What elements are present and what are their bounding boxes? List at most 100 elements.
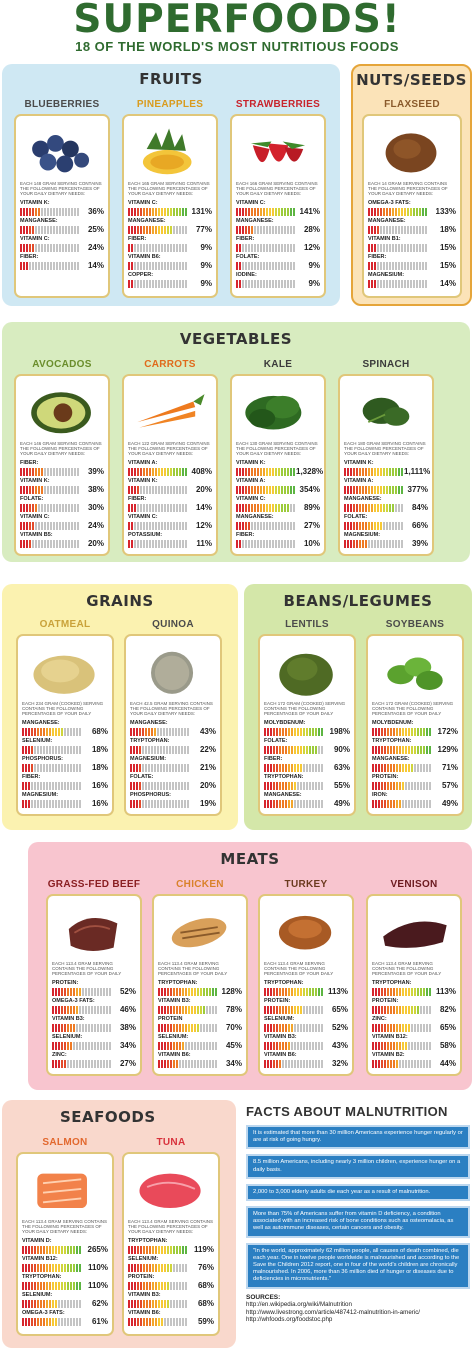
- nutrient-percent: 62%: [91, 1299, 108, 1308]
- bar-segment: [128, 1263, 130, 1272]
- bar-segment: [61, 727, 63, 736]
- nutrient-row: PROTEIN: 68%: [128, 1274, 214, 1290]
- nutrient-row: SELENIUM: 52%: [264, 1016, 348, 1032]
- bar-segment: [197, 1041, 199, 1050]
- bar-segment: [372, 745, 374, 754]
- nutrient-name: VITAMIN C:: [236, 200, 266, 206]
- bar-segment: [413, 207, 415, 216]
- bar-segment: [353, 521, 355, 530]
- bar-segment: [47, 521, 49, 530]
- bar-segment: [163, 727, 165, 736]
- bar-segment: [130, 727, 132, 736]
- nutrient-name: VITAMIN B12:: [372, 1034, 408, 1040]
- bar-segment: [395, 279, 397, 288]
- bar-segment: [276, 781, 278, 790]
- bar-segment: [267, 1041, 269, 1050]
- bar-segment: [411, 763, 413, 772]
- bar-segment: [173, 467, 175, 476]
- bar-segment: [392, 207, 394, 216]
- bar-segment: [257, 225, 259, 234]
- bar-segment: [206, 1023, 208, 1032]
- bar-segment: [49, 799, 51, 808]
- bar-segment: [128, 1245, 130, 1254]
- bar-segment: [273, 987, 275, 996]
- bar-segment: [152, 1299, 154, 1308]
- bar-segment: [368, 521, 370, 530]
- bar-segment: [387, 745, 389, 754]
- source-link[interactable]: http://en.wikipedia.org/wiki/Malnutritio…: [246, 1301, 352, 1309]
- bar-segment: [137, 1245, 139, 1254]
- bar-segment: [242, 467, 244, 476]
- nutrient-percent: 46%: [119, 1005, 136, 1014]
- bar-segment: [173, 1317, 175, 1326]
- bar-segment: [173, 485, 175, 494]
- bar-segment: [175, 763, 177, 772]
- food-name: BLUEBERRIES: [24, 99, 100, 110]
- bar-segment: [393, 987, 395, 996]
- page-title: SUPERFOODS!: [73, 0, 401, 42]
- bar-segment: [142, 781, 144, 790]
- bar-segment: [157, 745, 159, 754]
- bar-segment: [64, 987, 66, 996]
- nutrient-bar: [372, 1023, 432, 1032]
- nutrient-percent: 34%: [119, 1041, 136, 1050]
- nutrient-bar: [236, 261, 296, 270]
- nutrient-bar: [264, 799, 324, 808]
- bar-segment: [34, 1263, 36, 1272]
- bar-segment: [279, 727, 281, 736]
- bar-segment: [158, 225, 160, 234]
- bar-segment: [155, 261, 157, 270]
- bar-segment: [137, 1299, 139, 1308]
- nutrient-row: MAGNESIUM: 21%: [130, 756, 216, 772]
- bar-segment: [40, 1245, 42, 1254]
- food-name: FLAXSEED: [384, 99, 440, 110]
- bar-segment: [161, 1059, 163, 1068]
- bar-segment: [294, 987, 296, 996]
- bar-segment: [71, 467, 73, 476]
- bar-segment: [166, 781, 168, 790]
- bar-segment: [164, 521, 166, 530]
- bar-segment: [77, 225, 79, 234]
- bar-segment: [399, 799, 401, 808]
- nutrient-bar: [128, 207, 188, 216]
- bar-segment: [145, 727, 147, 736]
- nutrient-bar: [128, 485, 188, 494]
- bar-segment: [47, 243, 49, 252]
- bar-segment: [149, 485, 151, 494]
- bar-segment: [426, 1023, 428, 1032]
- bar-segment: [303, 763, 305, 772]
- bar-segment: [20, 521, 22, 530]
- bar-segment: [136, 727, 138, 736]
- bar-segment: [38, 467, 40, 476]
- bar-segment: [181, 727, 183, 736]
- bar-segment: [399, 727, 401, 736]
- nutrition-card: EACH 14 GRAM SERVING CONTAINS THE FOLLOW…: [362, 114, 462, 298]
- nutrient-bar: [236, 243, 296, 252]
- source-link[interactable]: http://whfoods.org/foodstoc.php: [246, 1316, 333, 1324]
- bar-segment: [130, 763, 132, 772]
- bar-segment: [393, 1059, 395, 1068]
- bar-segment: [47, 539, 49, 548]
- bar-segment: [282, 745, 284, 754]
- nutrient-bar: [128, 1281, 188, 1290]
- bar-segment: [158, 1059, 160, 1068]
- serving-note: EACH 113.4 GRAM SERVING CONTAINS THE FOL…: [372, 961, 442, 977]
- nutrient-name: MAGNESIUM:: [344, 532, 381, 538]
- bar-segment: [288, 745, 290, 754]
- bar-segment: [187, 799, 189, 808]
- bar-segment: [381, 727, 383, 736]
- bar-segment: [260, 225, 262, 234]
- bar-segment: [417, 1041, 419, 1050]
- nutrient-bar: [264, 781, 324, 790]
- bar-segment: [161, 1299, 163, 1308]
- bar-segment: [321, 1059, 323, 1068]
- nutrient-row: MAGNESIUM: 14%: [368, 272, 456, 288]
- bar-segment: [383, 521, 385, 530]
- bar-segment: [185, 1005, 187, 1014]
- food-chicken: CHICKEN EACH 113.4 GRAM SERVING CONTAINS …: [152, 878, 248, 1076]
- bar-segment: [416, 279, 418, 288]
- bar-segment: [31, 1281, 33, 1290]
- bar-segment: [25, 1245, 27, 1254]
- bar-segment: [49, 763, 51, 772]
- source-link[interactable]: http://www.livestrong.com/article/487412…: [246, 1308, 421, 1316]
